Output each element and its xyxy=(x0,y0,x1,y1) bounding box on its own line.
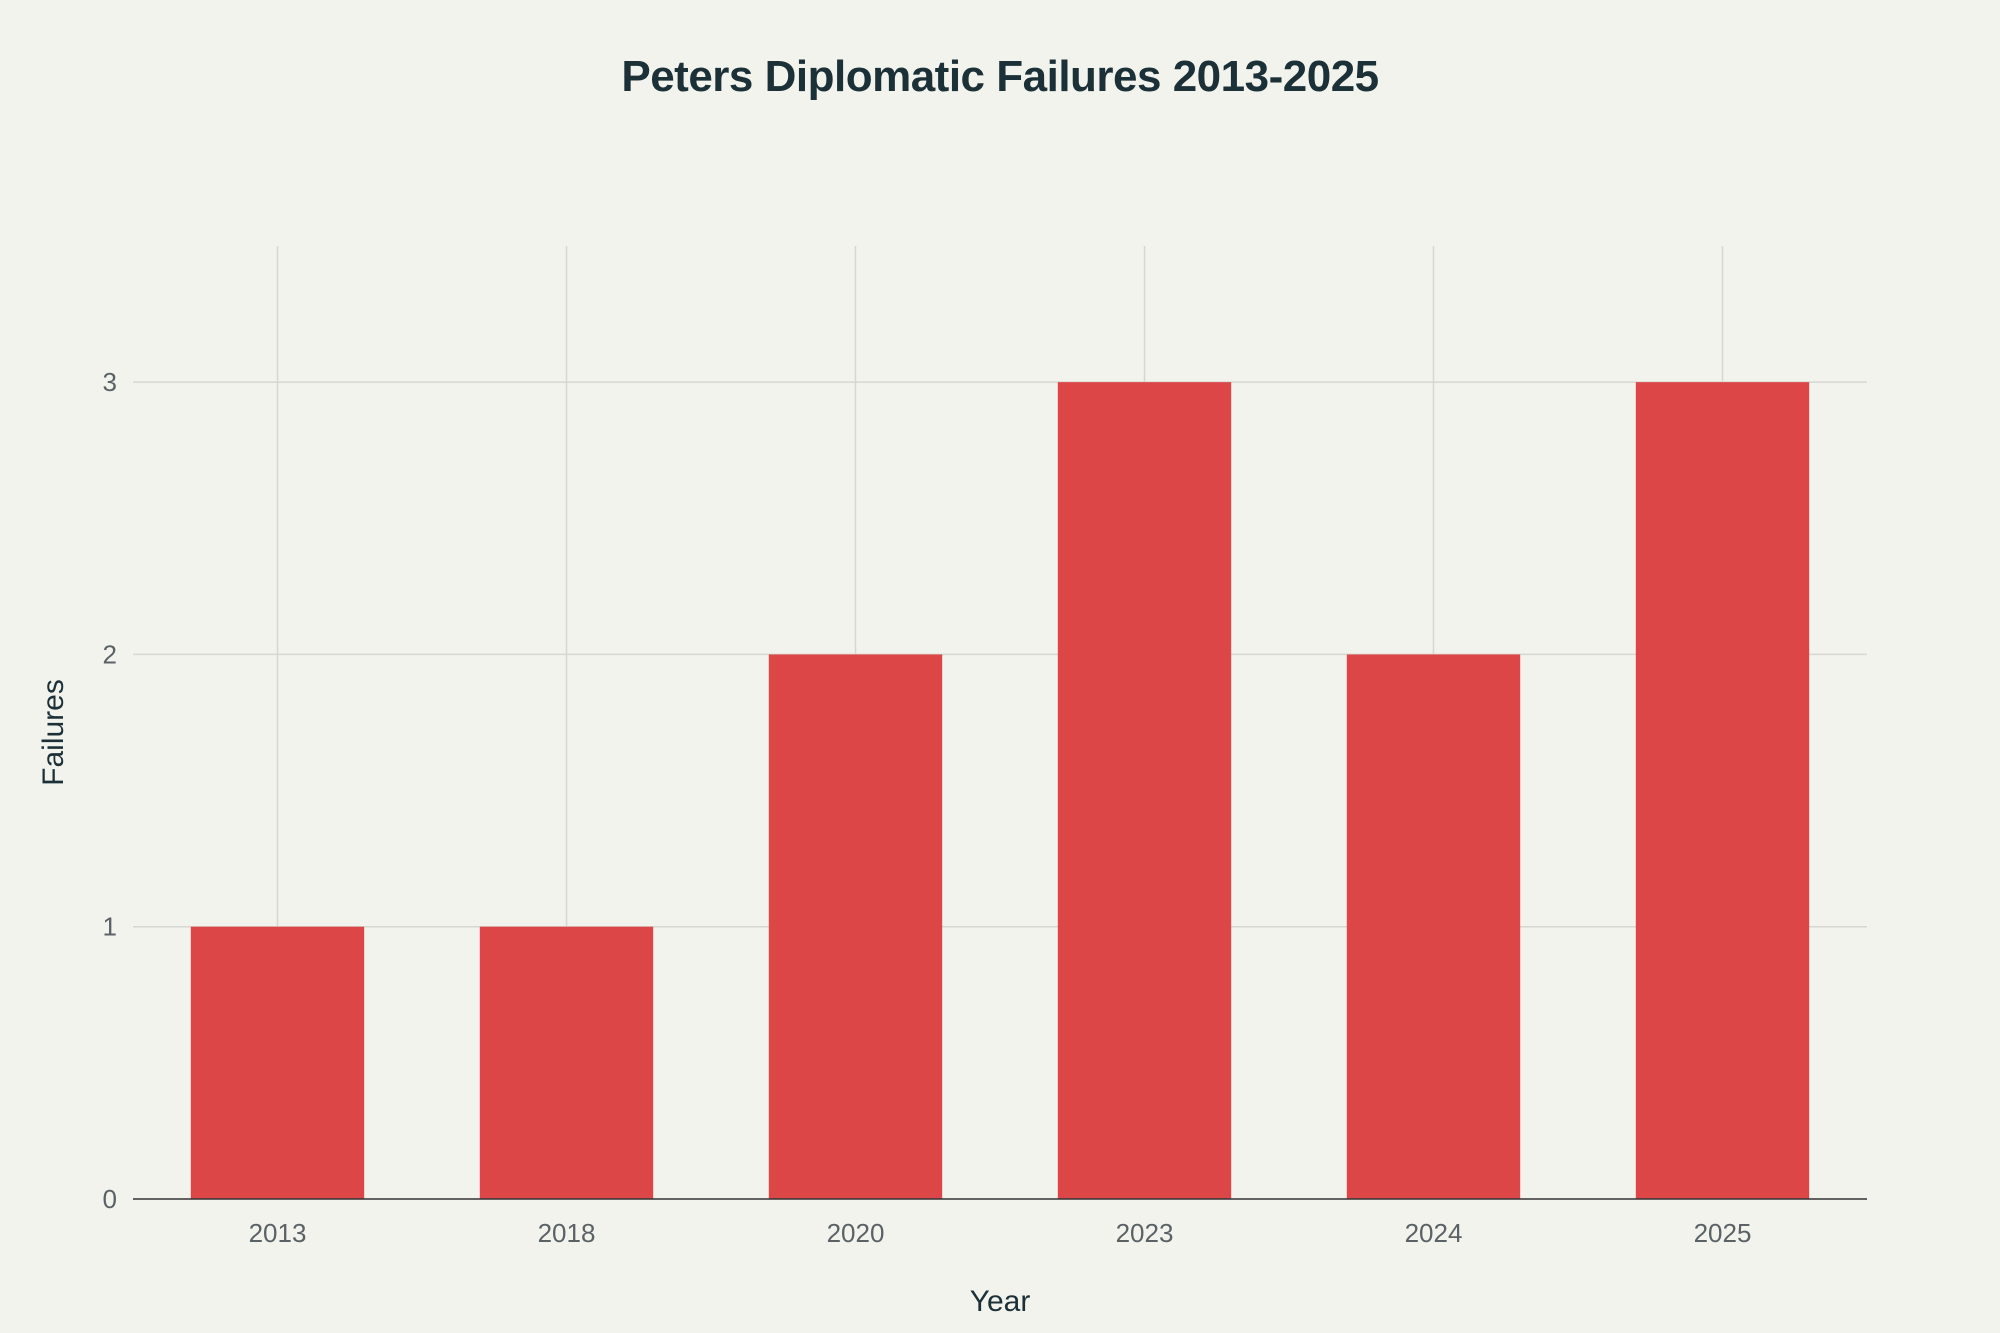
x-tick-label: 2023 xyxy=(1116,1218,1174,1248)
bars xyxy=(190,382,1810,1200)
y-axis-title: Failures xyxy=(37,679,70,786)
x-tick-label: 2013 xyxy=(249,1218,307,1248)
x-tick-label: 2024 xyxy=(1405,1218,1463,1248)
y-tick-label: 0 xyxy=(103,1184,117,1214)
x-axis-title: Year xyxy=(970,1285,1031,1318)
bar-2025 xyxy=(1635,382,1810,1200)
x-tick-label: 2020 xyxy=(827,1218,885,1248)
bar-2018 xyxy=(479,926,654,1199)
bar-2024 xyxy=(1346,654,1521,1199)
bar-2020 xyxy=(768,654,943,1199)
bar-2013 xyxy=(190,926,365,1199)
tick-labels: 0 1 2 3 2013 2018 2020 2023 2024 2025 xyxy=(103,367,1752,1248)
bar-2023 xyxy=(1057,382,1232,1200)
x-tick-label: 2018 xyxy=(538,1218,596,1248)
x-tick-label: 2025 xyxy=(1694,1218,1752,1248)
y-tick-label: 1 xyxy=(103,912,117,942)
y-tick-label: 3 xyxy=(103,367,117,397)
y-tick-label: 2 xyxy=(103,639,117,669)
chart-title: Peters Diplomatic Failures 2013-2025 xyxy=(621,52,1379,101)
grid-lines xyxy=(133,246,1867,1199)
